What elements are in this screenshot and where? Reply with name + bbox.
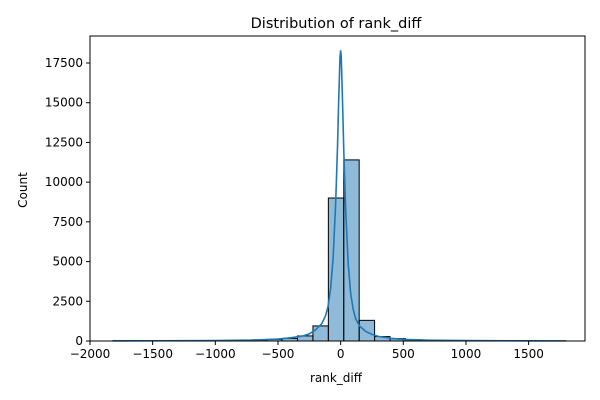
chart-title: Distribution of rank_diff: [251, 16, 423, 32]
histogram-bar: [358, 319, 376, 342]
y-tick-label: 12500: [45, 135, 83, 149]
y-tick-label: 0: [75, 334, 83, 348]
y-tick-label: 17500: [45, 56, 83, 70]
x-tick-label: 1000: [451, 347, 482, 361]
y-axis-label: Count: [16, 172, 30, 208]
y-axis-ticks: 0 2500 5000 7500 10000 12500 15000 17500: [45, 56, 90, 348]
x-tick-label: −1000: [195, 347, 236, 361]
y-tick-label: 2500: [52, 294, 83, 308]
x-tick-label: −1500: [132, 347, 173, 361]
axes-frame: [89, 35, 586, 342]
x-tick-label: 0: [337, 347, 345, 361]
x-tick-label: −500: [261, 347, 294, 361]
histogram-bar: [312, 325, 329, 342]
histogram-bar: [327, 197, 345, 342]
y-tick-label: 5000: [52, 255, 83, 269]
y-tick-label: 10000: [45, 175, 83, 189]
x-tick-label: 1500: [513, 347, 544, 361]
x-tick-label: −2000: [70, 347, 111, 361]
x-axis-label: rank_diff: [310, 371, 363, 385]
y-tick-label: 7500: [52, 215, 83, 229]
x-axis-ticks: −2000 −1500 −1000 −500 0 500 1000 1500: [70, 341, 544, 361]
y-tick-label: 15000: [45, 96, 83, 110]
x-tick-label: 500: [392, 347, 415, 361]
plot-area: [89, 35, 586, 342]
kde-curve: [112, 50, 567, 342]
histogram-bar: [343, 159, 360, 342]
